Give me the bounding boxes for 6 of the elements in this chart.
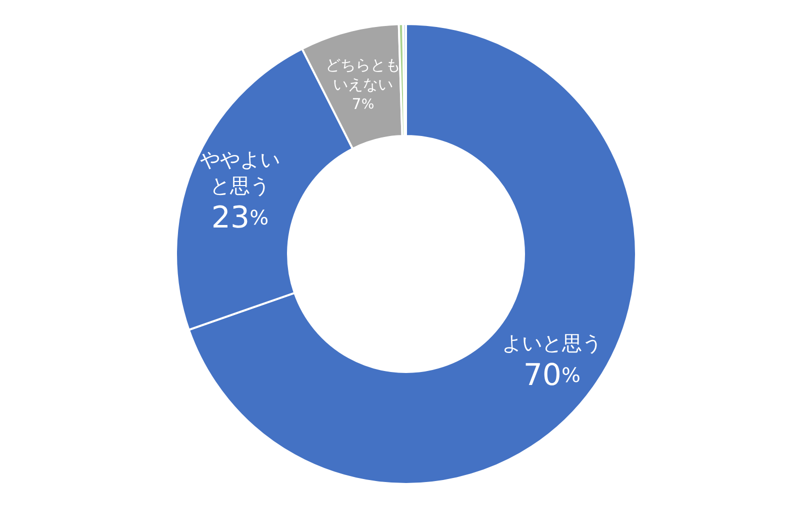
data-label: 70% xyxy=(523,358,581,393)
data-label: 23% xyxy=(211,200,269,236)
data-label: 7% xyxy=(352,95,374,114)
slice-label: ややよいと思う xyxy=(200,148,280,198)
slice-label: よいと思う xyxy=(502,331,602,356)
slice-label: どちらともいえない xyxy=(325,56,400,94)
